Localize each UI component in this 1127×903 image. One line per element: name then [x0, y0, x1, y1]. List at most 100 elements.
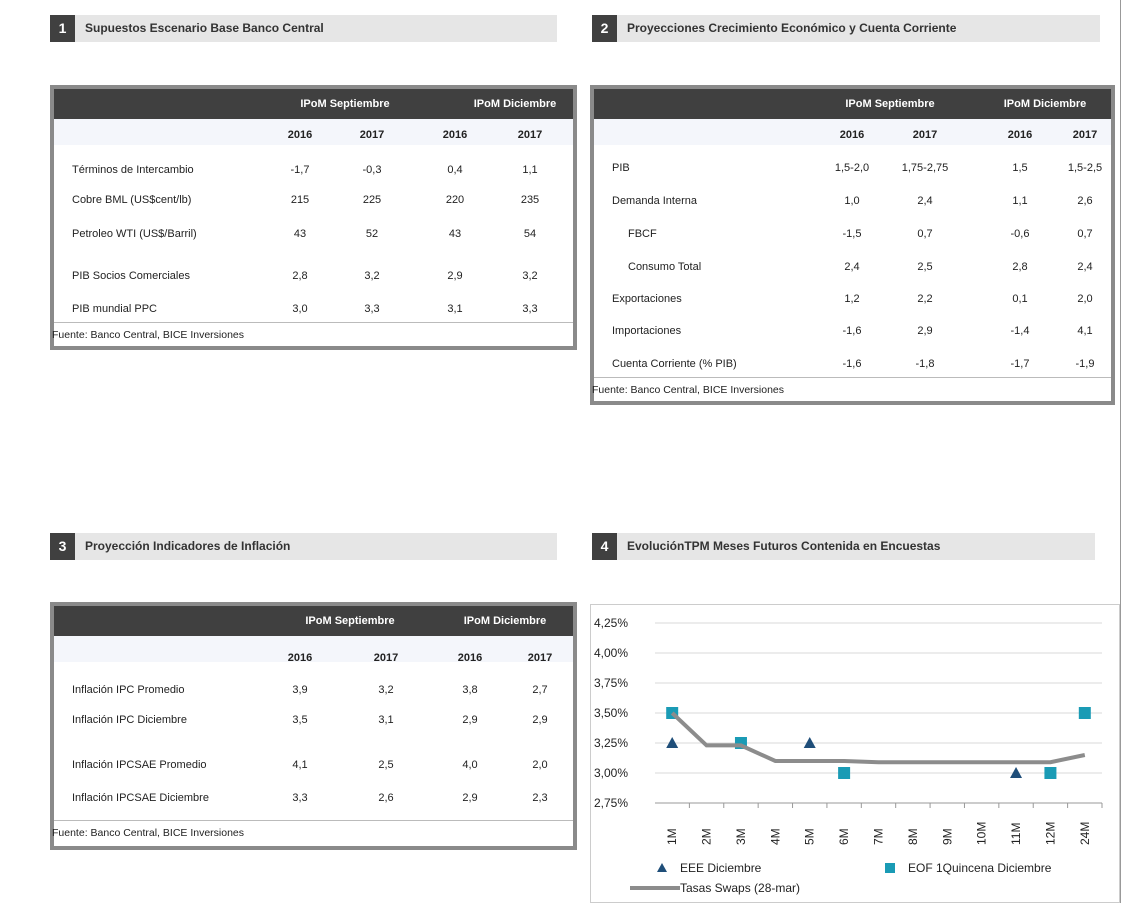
row-label: Inflación IPC Diciembre [72, 714, 187, 726]
y-tick-label: 4,00% [594, 646, 628, 660]
source-note: Fuente: Banco Central, BICE Inversiones [52, 827, 245, 839]
cell: 1,5-2,5 [1067, 162, 1103, 174]
x-tick-label: 11M [1009, 823, 1023, 845]
panel-header [50, 533, 557, 560]
panel-title: Proyección Indicadores de Inflación [85, 539, 291, 553]
cell: 54 [523, 228, 537, 240]
panel-number: 4 [592, 533, 617, 560]
cell: 0,7 [1077, 228, 1093, 240]
cell: -0,3 [362, 164, 382, 176]
cell: 3,1 [378, 714, 394, 726]
year-label: 2017 [517, 129, 543, 141]
cell: 52 [365, 228, 379, 240]
legend-label: EOF 1Quincena Diciembre [908, 861, 1052, 875]
cell: -0,6 [1010, 228, 1030, 240]
panel-title: Proyecciones Crecimiento Económico y Cue… [627, 21, 957, 35]
cell: 1,75-2,75 [901, 162, 949, 174]
x-tick-label: 12M [1043, 822, 1057, 845]
years-band [54, 636, 573, 662]
year-label: 2016 [287, 652, 313, 664]
cell: -1,6 [842, 358, 862, 370]
cell: 2,9 [462, 714, 478, 726]
page-edge [1120, 0, 1121, 903]
cell: -1,8 [915, 358, 935, 370]
panel-header [592, 15, 1100, 42]
cell: 3,8 [462, 684, 478, 696]
year-label: 2017 [359, 129, 385, 141]
cell: 3,2 [522, 270, 538, 282]
year-label: 2016 [1007, 129, 1033, 141]
source-note: Fuente: Banco Central, BICE Inversiones [52, 329, 245, 341]
line-series [670, 711, 1086, 765]
x-tick-label: 10M [975, 822, 989, 845]
cell: -1,7 [290, 164, 310, 176]
year-label: 2016 [839, 129, 865, 141]
row-label: Consumo Total [628, 261, 702, 273]
cell: 43 [448, 228, 462, 240]
cell: 2,7 [532, 684, 548, 696]
x-tick-label: 4M [768, 828, 782, 845]
cell: 3,2 [378, 684, 394, 696]
cell: 0,7 [917, 228, 933, 240]
cell: 3,1 [447, 303, 463, 315]
cell: -1,4 [1010, 325, 1030, 337]
row-label: Inflación IPCSAE Diciembre [72, 792, 209, 804]
square-marker [838, 767, 851, 779]
year-label: 2017 [527, 652, 553, 664]
cell: 1,5 [1012, 162, 1028, 174]
row-label: Exportaciones [612, 293, 682, 305]
cell: 2,9 [447, 270, 463, 282]
cell: 1,2 [844, 293, 860, 305]
cell: 220 [445, 194, 465, 206]
cell: 4,0 [462, 759, 478, 771]
group-label: IPoM Diciembre [463, 615, 547, 627]
cell: 3,5 [292, 714, 308, 726]
cell: 3,3 [292, 792, 308, 804]
row-label: Importaciones [612, 325, 682, 337]
panel-header [50, 15, 557, 42]
cell: 2,8 [292, 270, 308, 282]
triangle-marker [1010, 767, 1023, 778]
triangle-marker [803, 737, 816, 748]
cell: 3,9 [292, 684, 308, 696]
cell: 1,5-2,0 [834, 162, 870, 174]
cell: -1,5 [842, 228, 862, 240]
cell: -1,7 [1010, 358, 1030, 370]
cell: 2,9 [462, 792, 478, 804]
year-label: 2016 [287, 129, 313, 141]
y-tick-label: 2,75% [594, 796, 628, 810]
cell: 2,3 [532, 792, 548, 804]
row-label: PIB mundial PPC [72, 303, 157, 315]
cell: 2,0 [1077, 293, 1093, 305]
row-label: Términos de Intercambio [72, 164, 194, 176]
x-tick-label: 9M [940, 828, 954, 845]
source-note: Fuente: Banco Central, BICE Inversiones [592, 384, 785, 396]
cell: 2,0 [532, 759, 548, 771]
table-header-band [54, 606, 573, 636]
cell: 2,6 [378, 792, 394, 804]
group-label: IPoM Diciembre [473, 98, 557, 110]
cell: 3,3 [364, 303, 380, 315]
year-label: 2017 [1072, 129, 1098, 141]
cell: -1,6 [842, 325, 862, 337]
cell: 3,0 [292, 303, 308, 315]
cell: 2,5 [917, 261, 933, 273]
x-tick-label: 2M [700, 828, 714, 845]
x-tick-label: 5M [803, 828, 817, 845]
source-separator [54, 322, 573, 323]
row-label: PIB [612, 162, 630, 174]
panel-title: EvoluciónTPM Meses Futuros Contenida en … [627, 539, 941, 553]
cell: 1,0 [844, 195, 860, 207]
cell: 4,1 [292, 759, 308, 771]
years-band [594, 119, 1111, 145]
row-label: Cobre BML (US$cent/lb) [72, 194, 192, 206]
group-label: IPoM Septiembre [300, 98, 390, 110]
x-tick-label: 6M [837, 828, 851, 845]
cell: 2,6 [1077, 195, 1093, 207]
cell: 2,4 [844, 261, 860, 273]
cell: 235 [520, 194, 540, 206]
cell: 0,1 [1012, 293, 1028, 305]
cell: 1,1 [1012, 195, 1028, 207]
